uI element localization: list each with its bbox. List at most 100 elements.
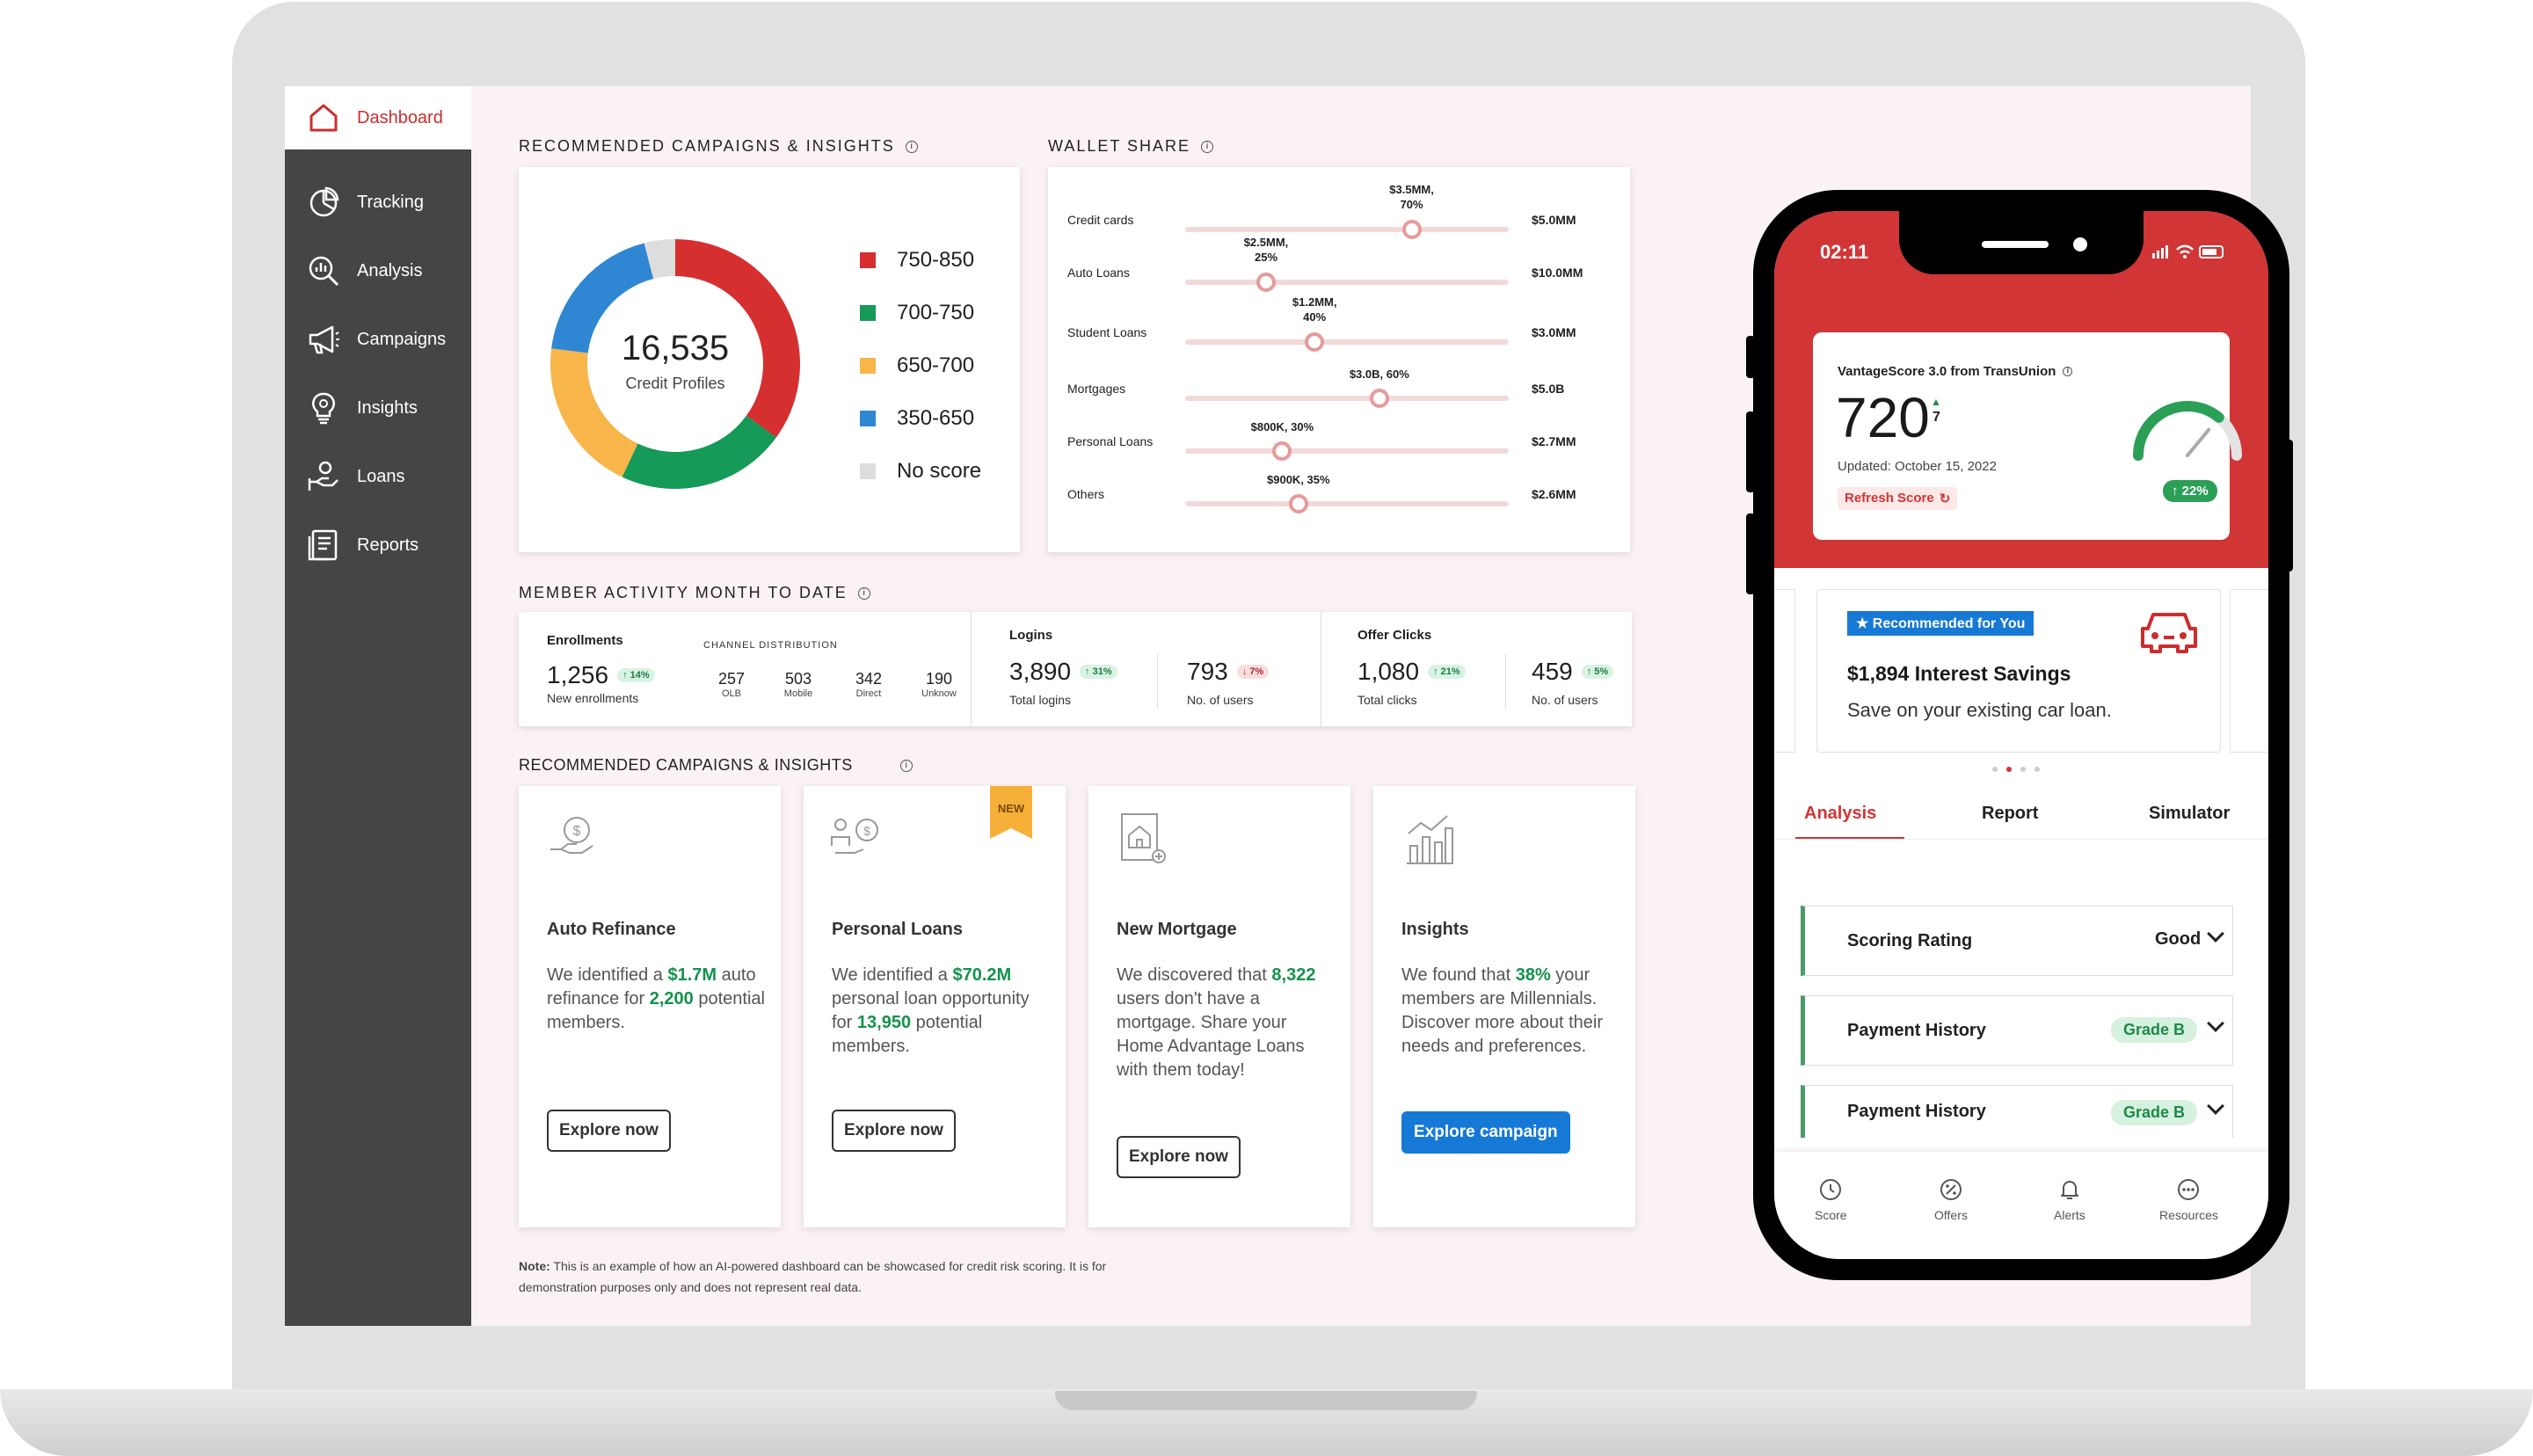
sidebar-item-tracking[interactable]: Tracking	[306, 183, 424, 222]
campaign-title: Auto Refinance	[547, 920, 676, 939]
wallet-share-marker[interactable]	[1401, 220, 1422, 239]
tab-report[interactable]: Report	[1982, 804, 2039, 823]
info-icon[interactable]: i	[1201, 140, 1214, 153]
legend-item: 350-650	[860, 406, 974, 431]
explore-campaign-button[interactable]: Explore campaign	[1401, 1111, 1570, 1154]
channel-item: 190 Unknow	[911, 670, 967, 699]
refresh-icon: ↻	[1939, 491, 1951, 506]
disclaimer-note: Note: This is an example of how an AI-po…	[519, 1256, 1106, 1298]
accordion-payment-history[interactable]: Payment History Grade B	[1801, 995, 2233, 1066]
lightbulb-icon	[312, 392, 335, 425]
explore-now-button[interactable]: Explore now	[1117, 1136, 1241, 1178]
explore-now-button[interactable]: Explore now	[547, 1110, 671, 1152]
campaign-title: Insights	[1401, 920, 1469, 939]
campaign-card-personal-loans: $ NEW Personal Loans We identified a $70…	[804, 786, 1066, 1227]
wallet-category-label: Mortgages	[1067, 382, 1126, 396]
offer-clicks-value: 1,080	[1357, 658, 1420, 685]
sidebar-item-analysis[interactable]: Analysis	[306, 251, 422, 290]
score-gauge	[2133, 401, 2242, 461]
carousel-dot[interactable]	[2034, 767, 2040, 772]
legend-swatch	[860, 358, 876, 374]
donut-slice-no-score[interactable]	[644, 239, 675, 280]
sidebar-item-label: Campaigns	[357, 329, 447, 349]
sidebar-item-loans[interactable]: Loans	[306, 457, 405, 496]
wallet-share-total: $2.6MM	[1532, 487, 1576, 501]
offer-users-metric: 459 ↑ 5%	[1532, 658, 1614, 686]
note-prefix: Note:	[519, 1259, 550, 1273]
wallet-share-marker[interactable]	[1288, 494, 1308, 513]
sidebar-item-reports[interactable]: Reports	[306, 526, 419, 564]
sidebar-item-label: Loans	[357, 466, 405, 486]
note-line-1: Note: This is an example of how an AI-po…	[519, 1256, 1106, 1277]
nav-score[interactable]: Score	[1815, 1176, 1847, 1222]
carousel-dot[interactable]	[2020, 767, 2026, 772]
channel-label: Mobile	[783, 688, 813, 699]
campaign-text: We found that 38% your members are Mille…	[1401, 964, 1621, 1059]
info-icon[interactable]: i	[857, 586, 870, 600]
section-title-recommended: RECOMMENDED CAMPAIGNS & INSIGHTS i	[519, 137, 918, 156]
highlight: 8,322	[1271, 965, 1316, 985]
promo-title: $1,894 Interest Savings	[1847, 662, 2071, 685]
refresh-score-button[interactable]: Refresh Score ↻	[1838, 487, 1958, 510]
nav-label: Offers	[1934, 1208, 1968, 1222]
enrollments-sub: New enrollments	[547, 691, 639, 705]
nav-resources[interactable]: Resources	[2159, 1176, 2218, 1222]
accordion-payment-history[interactable]: Payment History Grade B	[1801, 1085, 2233, 1138]
legend-label: No score	[897, 459, 982, 483]
wallet-category-label: Student Loans	[1067, 325, 1147, 339]
phone-notch	[1899, 211, 2144, 274]
info-icon[interactable]: i	[2063, 367, 2073, 376]
text-part: potential members.	[832, 1013, 983, 1056]
wallet-share-total: $3.0MM	[1532, 325, 1576, 339]
wallet-category-label: Credit cards	[1067, 213, 1134, 227]
wallet-share-marker[interactable]	[1256, 273, 1276, 292]
info-icon[interactable]: i	[905, 140, 918, 153]
offer-clicks-sub: Total clicks	[1357, 693, 1417, 707]
text-part: We discovered that	[1117, 965, 1272, 985]
info-icon[interactable]: i	[899, 759, 913, 772]
text-part: your members are Millennials. Discover m…	[1401, 965, 1603, 1056]
donut-slice-350-650[interactable]	[551, 243, 654, 353]
legend-item: No score	[860, 459, 981, 484]
campaign-card-insights: Insights We found that 38% your members …	[1373, 786, 1635, 1227]
channel-value: 342	[855, 670, 883, 688]
offer-clicks-metric: 1,080 ↑ 21%	[1357, 658, 1466, 686]
sidebar-item-label: Reports	[357, 535, 419, 555]
sidebar-item-campaigns[interactable]: Campaigns	[306, 320, 446, 359]
wallet-share-marker[interactable]	[1272, 441, 1292, 461]
enrollments-badge: ↑ 14%	[617, 668, 655, 682]
carousel-dot-active[interactable]	[2006, 767, 2012, 772]
donut-slice-650-700[interactable]	[550, 348, 638, 477]
promo-card[interactable]: ★ Recommended for You $1,894 Interest Sa…	[1816, 589, 2221, 753]
phone-screen: 02:11 VantageScore 3.0 from TransUnion i …	[1774, 211, 2268, 1259]
legend-label: 700-750	[897, 301, 975, 324]
sidebar-item-dashboard[interactable]: Dashboard	[285, 86, 471, 149]
tab-analysis[interactable]: Analysis	[1804, 804, 1877, 823]
explore-now-button[interactable]: Explore now	[832, 1110, 956, 1152]
nav-alerts[interactable]: Alerts	[2054, 1176, 2085, 1222]
wallet-category-label: Others	[1067, 487, 1105, 501]
channel-distribution-title: CHANNEL DISTRIBUTION	[703, 640, 838, 651]
legend-item: 700-750	[860, 301, 974, 325]
megaphone-icon	[309, 325, 339, 354]
wallet-share-total: $5.0B	[1532, 382, 1565, 396]
carousel-dot[interactable]	[1992, 767, 1998, 772]
wallet-share-marker[interactable]	[1305, 332, 1325, 352]
channel-value: 503	[784, 670, 812, 688]
highlight: $1.7M	[667, 965, 717, 985]
nav-offers[interactable]: Offers	[1934, 1176, 1968, 1222]
tab-simulator[interactable]: Simulator	[2149, 804, 2231, 823]
sidebar-item-insights[interactable]: Insights	[306, 389, 418, 427]
donut-slice-750-850[interactable]	[675, 239, 800, 438]
bar-chart-icon	[1407, 815, 1453, 864]
login-users-metric: 793 ↓ 7%	[1187, 658, 1270, 686]
home-icon	[309, 104, 338, 132]
carousel-dots[interactable]	[1992, 767, 2040, 772]
wallet-share-marker[interactable]	[1369, 389, 1389, 408]
offer-clicks-label: Offer Clicks	[1357, 628, 1432, 643]
highlight: 13,950	[856, 1013, 912, 1032]
donut-slice-700-750[interactable]	[622, 415, 776, 489]
divider	[971, 612, 972, 726]
accordion-scoring-rating[interactable]: Scoring Rating Good	[1801, 906, 2233, 976]
